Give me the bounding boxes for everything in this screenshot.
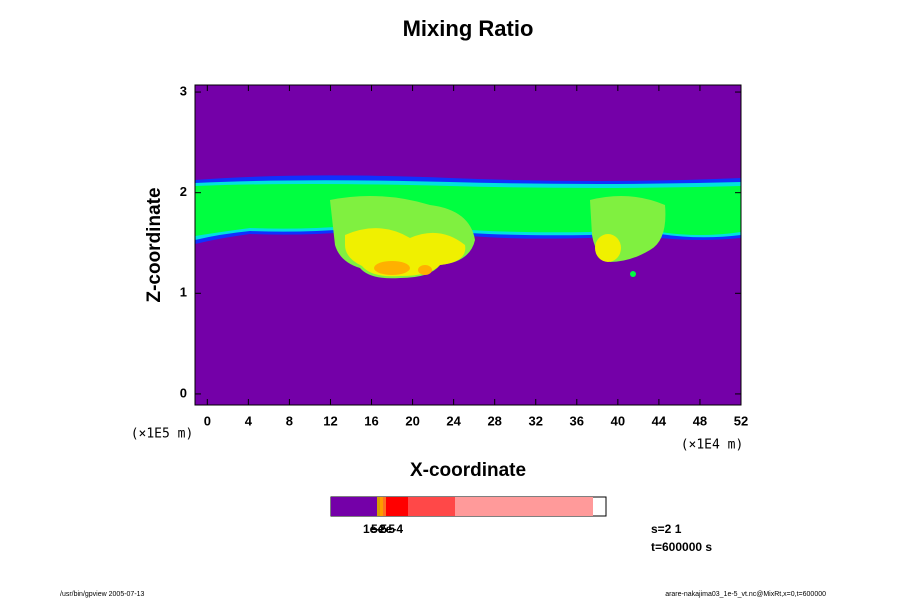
plume-peak <box>374 261 410 275</box>
x-tick-label: 0 <box>204 413 211 428</box>
footer: /usr/bin/gpview 2005-07-13 <box>60 591 145 598</box>
y-tick-label: 0 <box>180 385 187 400</box>
colorbar-segment <box>380 497 383 516</box>
x-tick-label: 4 <box>245 413 253 428</box>
colorbar-segment <box>386 497 408 516</box>
colorbar-segment <box>377 497 380 516</box>
x-tick-label: 20 <box>405 413 419 428</box>
colorbar-segment <box>455 497 593 516</box>
colorbar-segment <box>331 497 377 516</box>
x-tick-label: 16 <box>364 413 378 428</box>
x-tick-label: 52 <box>734 413 748 428</box>
y-axis-label: Z-coordinate <box>144 187 165 302</box>
y-tick-label: 2 <box>180 184 187 199</box>
colorbar-label: 1e-5 <box>363 522 387 536</box>
x-tick-label: 12 <box>323 413 337 428</box>
x-tick-label: 24 <box>446 413 461 428</box>
y-tick-label: 3 <box>180 83 187 98</box>
x-axis-label: X-coordinate <box>410 460 526 481</box>
colorbar-label: 5e-5 <box>371 522 395 536</box>
x-unit: (×1E4 m) <box>681 438 744 453</box>
colorbar-segment <box>408 497 455 516</box>
x-tick-label: 44 <box>652 413 667 428</box>
plume-peak <box>418 265 432 275</box>
chart-title: Mixing Ratio <box>403 16 534 41</box>
y-unit: (×1E5 m) <box>131 427 194 442</box>
y-tick-label: 1 <box>180 285 187 300</box>
note: t=600000 s <box>651 540 712 554</box>
x-tick-label: 8 <box>286 413 293 428</box>
x-tick-label: 28 <box>487 413 501 428</box>
x-tick-label: 40 <box>611 413 625 428</box>
plume-speck <box>630 271 636 277</box>
x-tick-label: 48 <box>693 413 707 428</box>
footer: arare-nakajima03_1e-5_vt.nc@MixRt,x=0,t=… <box>665 591 826 598</box>
colorbar-label: 2e-4 <box>379 522 403 536</box>
plume-core <box>345 228 466 277</box>
colorbar-segment <box>383 497 386 516</box>
field <box>195 85 741 405</box>
plot-frame <box>194 84 742 406</box>
plume-core <box>595 234 621 262</box>
note: s=2 1 <box>651 522 682 536</box>
x-tick-label: 32 <box>529 413 543 428</box>
x-tick-label: 36 <box>570 413 584 428</box>
